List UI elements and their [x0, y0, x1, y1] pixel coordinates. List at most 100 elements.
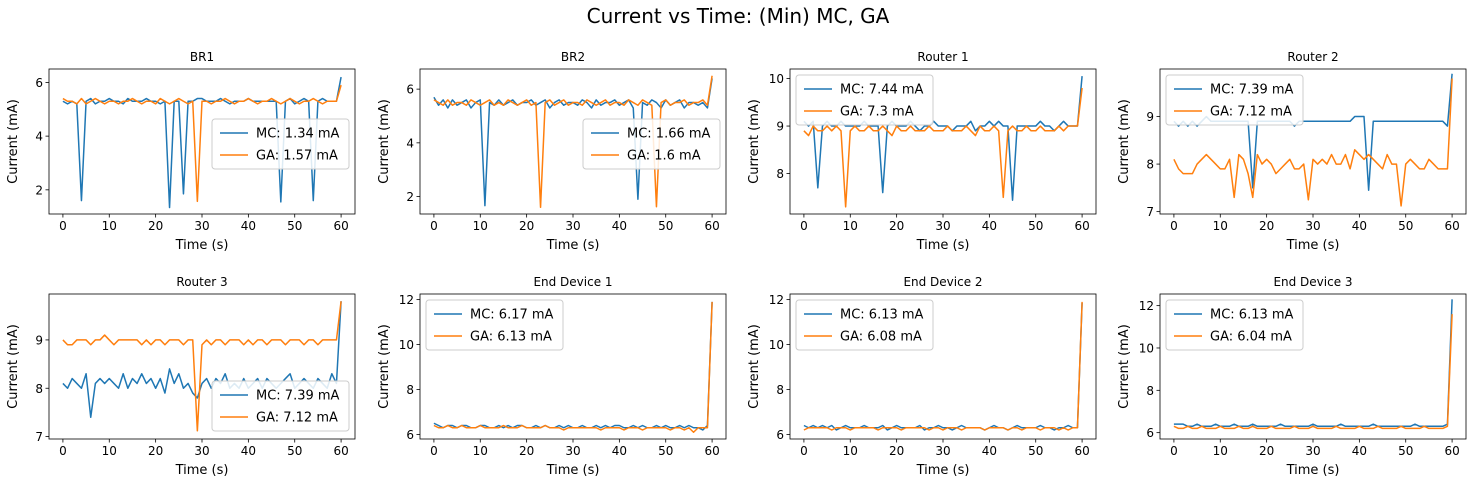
y-tick-label: 2: [35, 183, 43, 197]
x-tick-label: 20: [148, 219, 163, 233]
x-tick-label: 20: [1259, 219, 1274, 233]
legend-box: [1165, 74, 1304, 126]
x-tick-label: 40: [612, 219, 627, 233]
legend-box: [1165, 299, 1304, 351]
y-axis-label: Current (mA): [377, 324, 392, 409]
x-tick-label: 60: [1074, 444, 1089, 458]
y-tick-label: 10: [399, 338, 414, 352]
x-tick-label: 10: [473, 444, 488, 458]
legend-label-mc: MC: 7.39 mA: [1210, 83, 1294, 98]
legend: MC: 7.39 mA GA: 7.12 mA: [1165, 74, 1304, 126]
legend-label-mc: MC: 6.13 mA: [1210, 308, 1294, 323]
x-tick-label: 40: [1352, 444, 1367, 458]
subplot-1: 0 10 20 30 40 50 60 2 4 6 BR1 Time (s) Current (mA) M…: [6, 50, 356, 253]
y-tick-label: 7: [1146, 205, 1154, 219]
x-tick-label: 60: [1444, 444, 1459, 458]
x-axis-label: Time (s): [1286, 238, 1340, 253]
subplot-4: 0 10 20 30 40 50 60 7 8 9 Router 2 Time (s) Current …: [1117, 50, 1467, 253]
series-line-ga: [1173, 314, 1453, 430]
legend-box: [425, 299, 564, 351]
subplot-3: 0 10 20 30 40 50 60 8 9 10 Router 1 Time (s) Current…: [747, 50, 1097, 253]
series-line-mc: [62, 76, 342, 209]
x-tick-label: 60: [704, 219, 719, 233]
subplot-title: Router 3: [176, 275, 227, 289]
y-axis-label: Current (mA): [747, 99, 762, 184]
x-tick-label: 30: [1305, 444, 1320, 458]
y-tick-label: 6: [406, 83, 414, 97]
y-tick-label: 6: [1146, 426, 1154, 440]
legend-label-ga: GA: 1.57 mA: [256, 149, 338, 164]
y-tick-label: 9: [1146, 110, 1154, 124]
x-tick-label: 20: [1259, 444, 1274, 458]
legend-label-mc: MC: 7.39 mA: [256, 389, 340, 404]
y-tick-label: 6: [35, 76, 43, 90]
y-axis-label: Current (mA): [1117, 324, 1132, 409]
y-tick-label: 10: [769, 338, 784, 352]
x-tick-label: 40: [1352, 219, 1367, 233]
legend-box: [211, 380, 350, 432]
legend-label-mc: MC: 1.66 mA: [627, 127, 711, 142]
y-tick-label: 10: [769, 72, 784, 86]
figure-title: Current vs Time: (Min) MC, GA: [586, 4, 890, 28]
x-tick-label: 0: [59, 444, 67, 458]
legend: MC: 1.66 mA GA: 1.6 mA: [582, 118, 721, 170]
legend-label-ga: GA: 6.08 mA: [840, 330, 922, 345]
subplot-7: 0 10 20 30 40 50 60 6 8 10 12 End Device 2 Time (s) C…: [747, 275, 1097, 478]
x-tick-label: 30: [1305, 219, 1320, 233]
y-tick-label: 2: [406, 190, 414, 204]
subplot-6: 0 10 20 30 40 50 60 6 8 10 12 End Device 1 Time (s) C…: [377, 275, 727, 478]
x-axis-label: Time (s): [546, 463, 600, 478]
x-tick-label: 20: [889, 219, 904, 233]
x-axis-label: Time (s): [175, 238, 229, 253]
subplot-8: 0 10 20 30 40 50 60 6 8 10 12 End Device 3 Time (s) C…: [1117, 275, 1467, 478]
x-tick-label: 10: [1213, 444, 1228, 458]
x-tick-label: 0: [1170, 444, 1178, 458]
y-tick-label: 12: [1139, 299, 1154, 313]
x-tick-label: 40: [982, 444, 997, 458]
legend: MC: 7.44 mA GA: 7.3 mA: [795, 74, 934, 126]
y-tick-label: 9: [35, 333, 43, 347]
x-tick-label: 10: [102, 219, 117, 233]
legend-label-ga: GA: 7.3 mA: [840, 105, 914, 120]
x-tick-label: 10: [843, 444, 858, 458]
legend-label-mc: MC: 1.34 mA: [256, 127, 340, 142]
x-tick-label: 50: [1028, 444, 1043, 458]
y-axis-label: Current (mA): [747, 324, 762, 409]
x-axis-label: Time (s): [175, 463, 229, 478]
x-tick-label: 20: [519, 219, 534, 233]
y-tick-label: 9: [776, 120, 784, 134]
x-tick-label: 60: [704, 444, 719, 458]
x-tick-label: 30: [194, 219, 209, 233]
legend-label-ga: GA: 6.04 mA: [1210, 330, 1292, 345]
x-tick-label: 60: [333, 444, 348, 458]
subplot-title: End Device 3: [1273, 275, 1352, 289]
series-line-ga: [62, 84, 342, 203]
x-tick-label: 10: [843, 219, 858, 233]
y-tick-label: 4: [35, 130, 43, 144]
series-line-ga: [803, 87, 1083, 208]
x-tick-label: 20: [148, 444, 163, 458]
legend: MC: 6.13 mA GA: 6.04 mA: [1165, 299, 1304, 351]
series-line-mc: [803, 76, 1083, 201]
x-tick-label: 0: [1170, 219, 1178, 233]
x-tick-label: 30: [935, 219, 950, 233]
y-tick-label: 6: [776, 428, 784, 442]
y-axis-label: Current (mA): [1117, 99, 1132, 184]
y-tick-label: 8: [776, 383, 784, 397]
legend-label-ga: GA: 7.12 mA: [256, 411, 338, 426]
x-tick-label: 60: [1444, 219, 1459, 233]
y-axis-label: Current (mA): [377, 99, 392, 184]
x-tick-label: 20: [519, 444, 534, 458]
x-tick-label: 30: [935, 444, 950, 458]
legend-label-ga: GA: 1.6 mA: [627, 149, 701, 164]
x-tick-label: 30: [194, 444, 209, 458]
y-tick-label: 12: [769, 293, 784, 307]
x-tick-label: 50: [658, 219, 673, 233]
y-tick-label: 6: [406, 428, 414, 442]
y-tick-label: 8: [35, 382, 43, 396]
series-line-ga: [1173, 78, 1453, 207]
y-tick-label: 8: [1146, 158, 1154, 172]
x-tick-label: 0: [59, 219, 67, 233]
x-tick-label: 0: [430, 219, 438, 233]
